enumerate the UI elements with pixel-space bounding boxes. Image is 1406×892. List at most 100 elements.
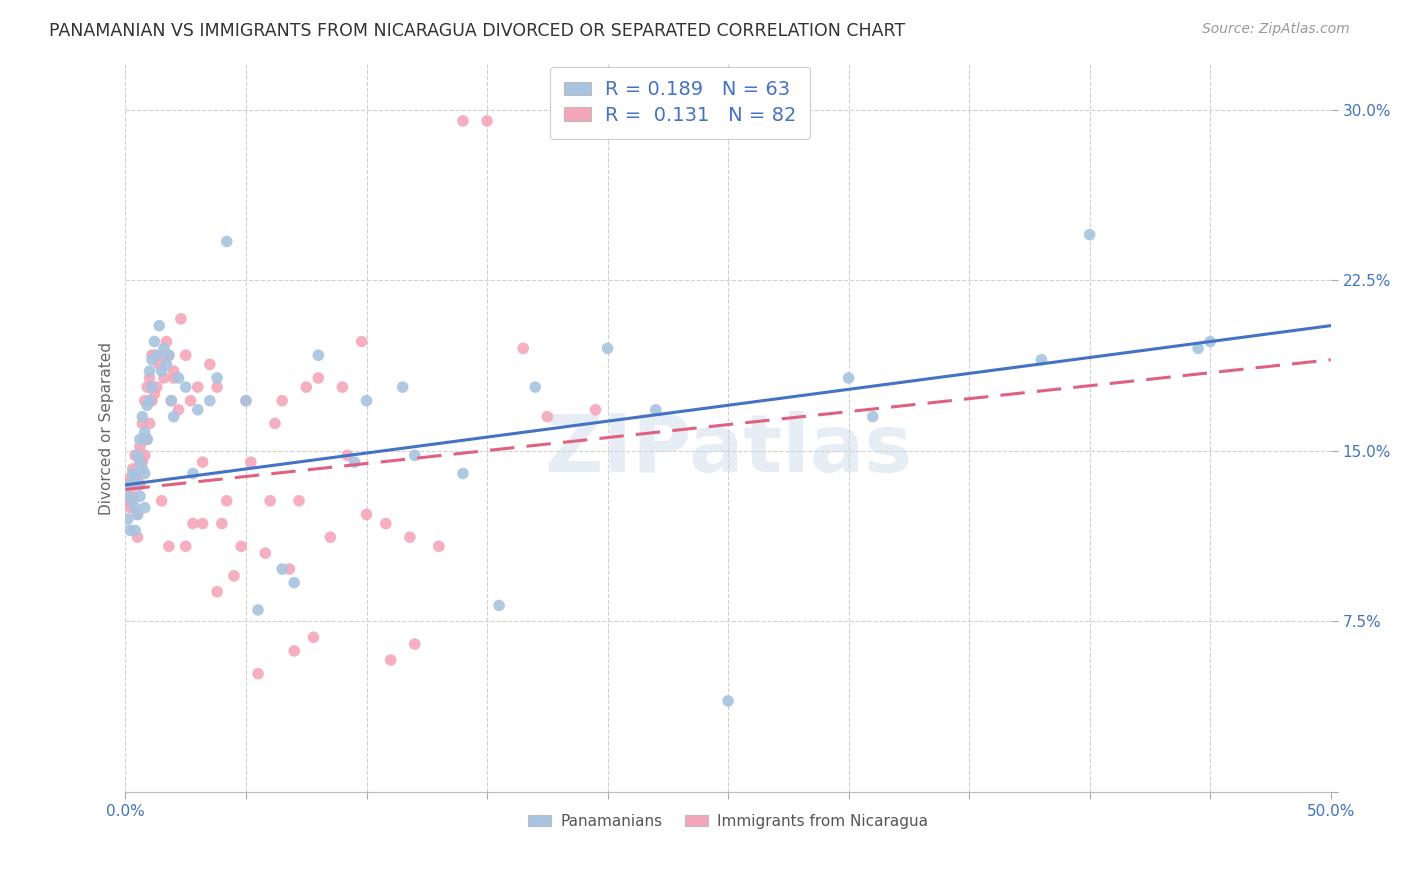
- Point: [205, 371, 228, 385]
- Point: [307, 371, 329, 385]
- Point: [174, 348, 197, 362]
- Point: [170, 311, 193, 326]
- Point: [254, 546, 277, 560]
- Point: [160, 393, 183, 408]
- Point: [191, 455, 214, 469]
- Point: [138, 393, 160, 408]
- Point: [404, 637, 426, 651]
- Point: [136, 398, 159, 412]
- Point: [205, 380, 228, 394]
- Point: [129, 433, 152, 447]
- Point: [1199, 334, 1222, 349]
- Point: [150, 348, 173, 362]
- Point: [120, 500, 142, 515]
- Point: [131, 462, 153, 476]
- Point: [129, 478, 152, 492]
- Point: [451, 467, 474, 481]
- Point: [148, 357, 170, 371]
- Point: [181, 516, 204, 531]
- Point: [141, 393, 163, 408]
- Point: [138, 417, 160, 431]
- Point: [211, 516, 233, 531]
- Point: [343, 455, 366, 469]
- Point: [117, 493, 139, 508]
- Point: [295, 380, 318, 394]
- Point: [524, 380, 547, 394]
- Point: [134, 433, 156, 447]
- Point: [124, 471, 146, 485]
- Point: [127, 508, 149, 522]
- Point: [180, 393, 202, 408]
- Point: [153, 342, 176, 356]
- Point: [136, 433, 159, 447]
- Text: ZIPatlas: ZIPatlas: [544, 411, 912, 489]
- Point: [153, 371, 176, 385]
- Point: [247, 666, 270, 681]
- Point: [121, 489, 143, 503]
- Point: [271, 393, 294, 408]
- Point: [121, 462, 143, 476]
- Point: [205, 584, 228, 599]
- Point: [163, 364, 186, 378]
- Point: [163, 371, 186, 385]
- Point: [488, 599, 510, 613]
- Point: [198, 357, 221, 371]
- Point: [404, 448, 426, 462]
- Point: [536, 409, 558, 424]
- Point: [129, 455, 152, 469]
- Point: [150, 493, 173, 508]
- Point: [143, 387, 166, 401]
- Point: [131, 417, 153, 431]
- Point: [146, 380, 169, 394]
- Point: [862, 409, 884, 424]
- Legend: Panamanians, Immigrants from Nicaragua: Panamanians, Immigrants from Nicaragua: [522, 808, 935, 835]
- Point: [134, 448, 156, 462]
- Point: [644, 402, 666, 417]
- Point: [136, 380, 159, 394]
- Point: [117, 478, 139, 492]
- Point: [127, 471, 149, 485]
- Point: [167, 402, 190, 417]
- Point: [427, 539, 450, 553]
- Point: [120, 524, 142, 538]
- Point: [512, 342, 534, 356]
- Point: [302, 630, 325, 644]
- Point: [356, 393, 378, 408]
- Point: [191, 516, 214, 531]
- Point: [278, 562, 301, 576]
- Point: [124, 524, 146, 538]
- Point: [120, 471, 142, 485]
- Point: [332, 380, 354, 394]
- Point: [167, 371, 190, 385]
- Point: [131, 455, 153, 469]
- Point: [134, 500, 156, 515]
- Point: [117, 512, 139, 526]
- Point: [374, 516, 396, 531]
- Point: [307, 348, 329, 362]
- Point: [129, 455, 152, 469]
- Point: [356, 508, 378, 522]
- Point: [1078, 227, 1101, 242]
- Point: [717, 694, 740, 708]
- Point: [141, 352, 163, 367]
- Point: [127, 478, 149, 492]
- Point: [138, 371, 160, 385]
- Point: [235, 393, 257, 408]
- Point: [187, 380, 209, 394]
- Point: [134, 467, 156, 481]
- Point: [181, 467, 204, 481]
- Point: [336, 448, 359, 462]
- Text: PANAMANIAN VS IMMIGRANTS FROM NICARAGUA DIVORCED OR SEPARATED CORRELATION CHART: PANAMANIAN VS IMMIGRANTS FROM NICARAGUA …: [49, 22, 905, 40]
- Point: [124, 500, 146, 515]
- Point: [235, 393, 257, 408]
- Point: [146, 348, 169, 362]
- Point: [271, 562, 294, 576]
- Point: [143, 348, 166, 362]
- Point: [319, 530, 342, 544]
- Point: [121, 467, 143, 481]
- Point: [198, 393, 221, 408]
- Point: [155, 334, 177, 349]
- Point: [596, 342, 619, 356]
- Point: [141, 348, 163, 362]
- Point: [399, 530, 422, 544]
